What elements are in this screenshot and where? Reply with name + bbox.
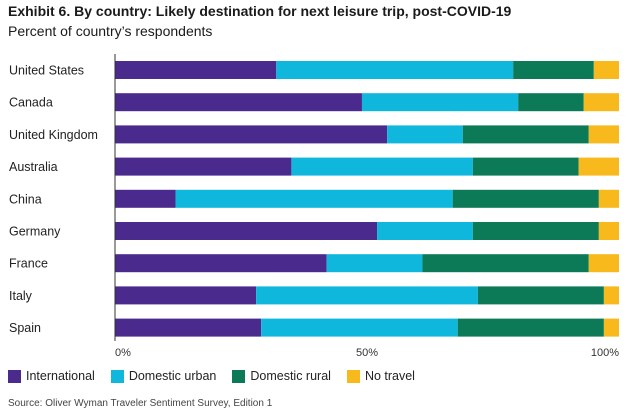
legend-label-domestic-rural: Domestic rural xyxy=(250,369,331,383)
legend-item-international: International xyxy=(8,369,95,383)
bar-united-kingdom-domestic-urban xyxy=(387,125,463,144)
stacked-bar-chart: United States Canada United Kingdom Austral… xyxy=(9,54,619,359)
bar-united-kingdom-no-travel xyxy=(588,125,619,144)
bar-united-states-domestic-urban xyxy=(276,61,514,79)
bar-united-states-international xyxy=(115,61,277,79)
bar-italy-no-travel xyxy=(603,286,619,305)
bar-united-states-domestic-rural xyxy=(513,61,594,79)
category-label-canada: Canada xyxy=(9,96,53,110)
bar-canada-domestic-urban xyxy=(361,93,519,112)
bar-germany-domestic-urban xyxy=(377,222,473,240)
legend-label-no-travel: No travel xyxy=(364,369,415,383)
legend-swatch-no-travel xyxy=(346,369,360,383)
legend-item-domestic-rural: Domestic rural xyxy=(232,369,331,383)
bar-australia-domestic-urban xyxy=(291,157,473,176)
bar-spain-domestic-rural xyxy=(457,318,604,337)
bar-france-domestic-urban xyxy=(326,254,423,273)
legend-item-no-travel: No travel xyxy=(346,369,415,383)
bar-china-domestic-rural xyxy=(452,189,599,208)
category-label-united-kingdom: United Kingdom xyxy=(9,128,98,142)
bar-germany-international xyxy=(115,222,378,240)
bar-china-domestic-urban xyxy=(175,189,453,208)
x-tick-label: 100% xyxy=(591,347,619,359)
legend-label-domestic-urban: Domestic urban xyxy=(128,369,217,383)
bar-france-international xyxy=(115,254,327,273)
bar-spain-domestic-urban xyxy=(261,318,458,337)
x-tick-label: 0% xyxy=(115,347,131,359)
category-label-china: China xyxy=(9,192,42,206)
bar-germany-no-travel xyxy=(598,222,619,240)
bar-germany-domestic-rural xyxy=(472,222,599,240)
x-tick-label: 50% xyxy=(356,347,378,359)
category-label-france: France xyxy=(9,257,48,271)
bar-france-no-travel xyxy=(588,254,619,273)
bar-spain-international xyxy=(115,318,262,337)
legend-swatch-domestic-urban xyxy=(110,369,124,383)
bar-spain-no-travel xyxy=(603,318,619,337)
bar-united-kingdom-international xyxy=(115,125,388,144)
category-label-spain: Spain xyxy=(9,321,41,335)
category-label-united-states: United States xyxy=(9,64,84,78)
bar-canada-domestic-rural xyxy=(518,93,584,112)
bar-canada-international xyxy=(115,93,362,112)
chart-subtitle: Percent of country’s respondents xyxy=(8,23,213,39)
chart-title: Exhibit 6. By country: Likely destinatio… xyxy=(8,3,512,19)
source-note: Source: Oliver Wyman Traveler Sentiment … xyxy=(8,398,273,409)
bar-united-states-no-travel xyxy=(593,61,619,79)
category-label-italy: Italy xyxy=(9,289,33,303)
bar-france-domestic-rural xyxy=(422,254,589,273)
legend-label-international: International xyxy=(26,369,95,383)
category-label-australia: Australia xyxy=(9,160,58,174)
legend-swatch-domestic-rural xyxy=(232,369,246,383)
bar-australia-international xyxy=(115,157,292,176)
bar-united-kingdom-domestic-rural xyxy=(462,125,589,144)
bar-australia-no-travel xyxy=(578,157,619,176)
bar-canada-no-travel xyxy=(583,93,619,112)
bar-italy-domestic-rural xyxy=(477,286,604,305)
bar-china-no-travel xyxy=(598,189,619,208)
bar-italy-domestic-urban xyxy=(256,286,478,305)
legend-item-domestic-urban: Domestic urban xyxy=(110,369,217,383)
bar-china-international xyxy=(115,189,176,208)
legend-swatch-international xyxy=(8,369,21,383)
bar-italy-international xyxy=(115,286,257,305)
chart-legend: International Domestic urban Domestic ru… xyxy=(8,369,415,383)
category-label-germany: Germany xyxy=(9,225,61,239)
bar-australia-domestic-rural xyxy=(472,157,579,176)
